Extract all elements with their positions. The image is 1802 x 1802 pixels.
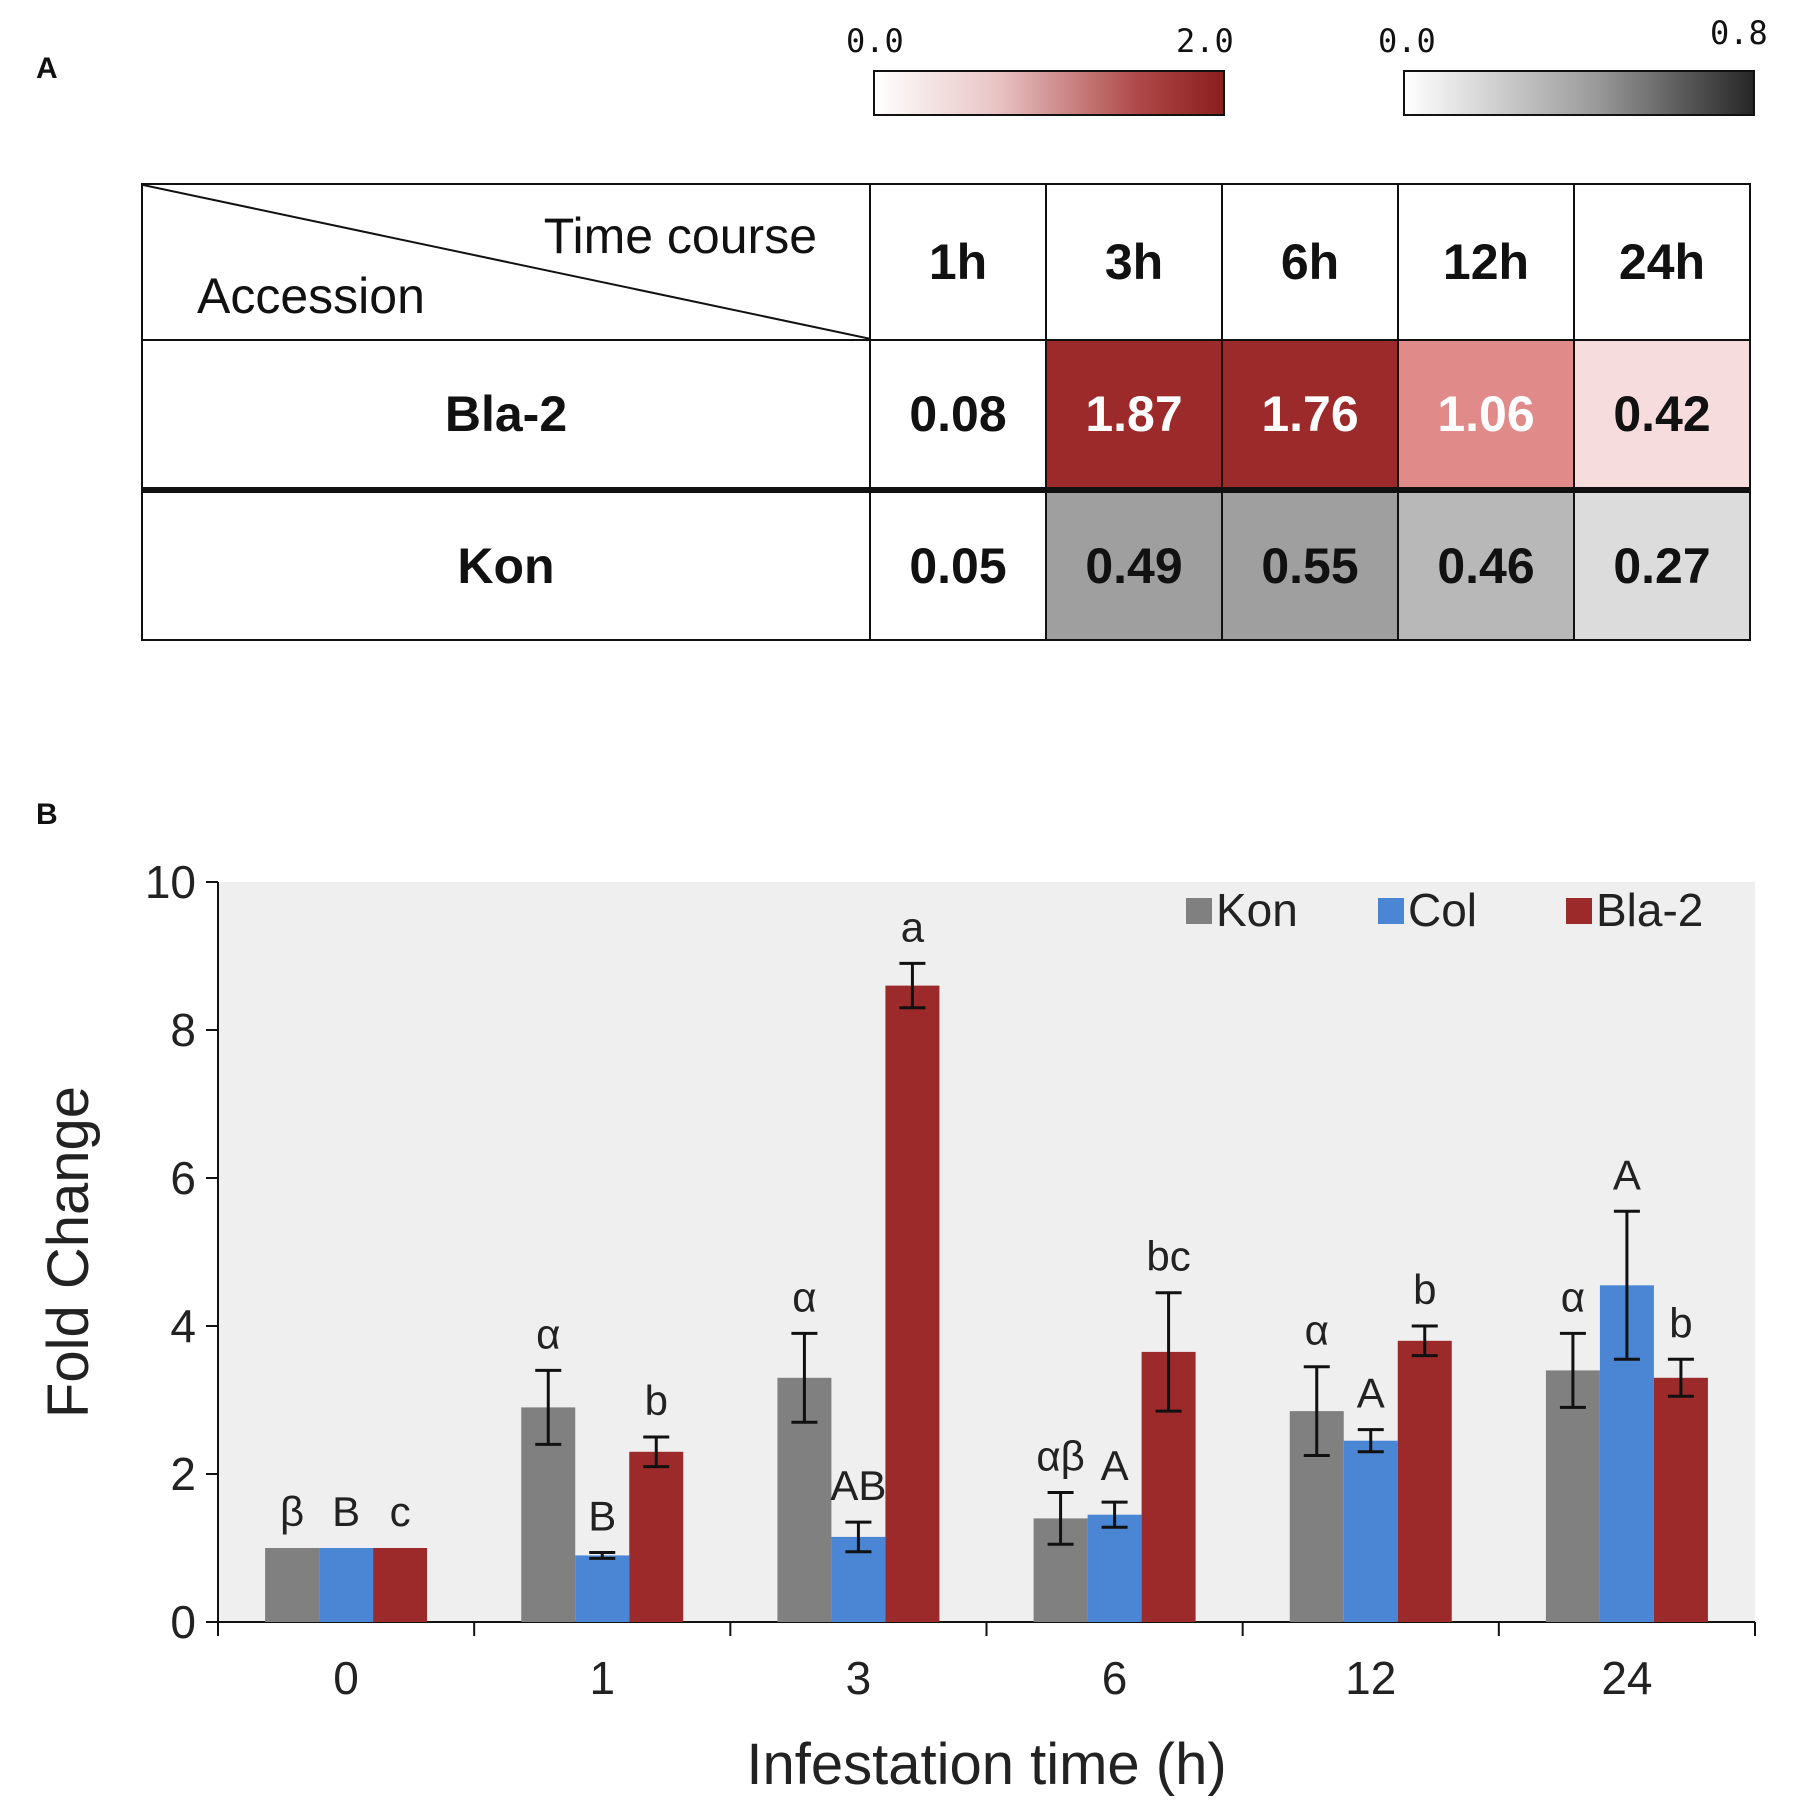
x-tick-label: 12 (1345, 1652, 1396, 1704)
bar-bla-2 (629, 1451, 684, 1622)
time-header-cell: 6h (1221, 183, 1399, 341)
red-colorbar-max-label: 2.0 (1176, 22, 1234, 60)
panel-b-label: B (36, 798, 58, 831)
time-header-cell: 24h (1573, 183, 1751, 341)
heatmap-value-cell: 0.46 (1397, 487, 1575, 641)
y-tick-label: 4 (170, 1300, 196, 1352)
heatmap-table: Time course Accession 1h 3h 6h 12h 24h B… (141, 183, 1751, 641)
significance-letter: AB (830, 1462, 886, 1509)
significance-letter: A (1613, 1151, 1641, 1198)
y-tick-label: 2 (170, 1448, 196, 1500)
heatmap-value-cell: 1.76 (1221, 339, 1399, 491)
significance-letter: b (1413, 1266, 1436, 1313)
bar-col (319, 1548, 374, 1622)
red-colorbar-min-label: 0.0 (846, 22, 904, 60)
heatmap-corner-cell: Time course Accession (141, 183, 871, 341)
x-tick-label: 6 (1102, 1652, 1128, 1704)
x-tick-label: 24 (1601, 1652, 1652, 1704)
significance-letter: B (588, 1492, 616, 1539)
y-tick-label: 10 (145, 856, 196, 908)
significance-letter: αβ (1036, 1433, 1084, 1480)
x-tick-label: 1 (589, 1652, 615, 1704)
time-header-cell: 1h (869, 183, 1047, 341)
bar-kon (1545, 1370, 1600, 1622)
accession-name-cell: Kon (141, 487, 871, 641)
accession-name-cell: Bla-2 (141, 339, 871, 491)
y-axis-title: Fold Change (36, 1086, 101, 1418)
significance-letter: β (280, 1488, 304, 1535)
bar-col (575, 1555, 630, 1622)
panel-a-label: A (36, 52, 58, 85)
legend-swatch-kon (1186, 898, 1212, 924)
heatmap-header-row: Time course Accession 1h 3h 6h 12h 24h (141, 183, 1751, 341)
bar-bla-2 (885, 985, 940, 1622)
significance-letter: B (332, 1488, 360, 1535)
significance-letter: c (390, 1488, 411, 1535)
bar-bla-2 (1397, 1340, 1452, 1622)
bar-bla-2 (373, 1548, 428, 1622)
legend-label: Kon (1216, 884, 1298, 936)
bar-bla-2 (1653, 1377, 1708, 1622)
heatmap-value-cell: 0.55 (1221, 487, 1399, 641)
x-axis-title: Infestation time (h) (746, 1732, 1226, 1797)
significance-letter: α (792, 1273, 816, 1320)
bar-col (1087, 1514, 1142, 1622)
y-tick-label: 0 (170, 1596, 196, 1648)
x-tick-label: 3 (846, 1652, 872, 1704)
heatmap-value-cell: 1.87 (1045, 339, 1223, 491)
significance-letter: bc (1146, 1233, 1190, 1280)
gray-colorbar-min-label: 0.0 (1378, 22, 1436, 60)
legend-swatch-bla-2 (1566, 898, 1592, 924)
significance-letter: α (1305, 1307, 1329, 1354)
accession-heading: Accession (197, 268, 425, 324)
legend-label: Col (1408, 884, 1477, 936)
legend-label: Bla-2 (1596, 884, 1703, 936)
gray-colorbar (1403, 70, 1755, 116)
heatmap-value-cell: 1.06 (1397, 339, 1575, 491)
bar-kon (265, 1548, 320, 1622)
significance-letter: b (645, 1377, 668, 1424)
significance-letter: A (1357, 1370, 1385, 1417)
corner-diagonal-line (143, 185, 871, 339)
time-course-heading: Time course (543, 208, 817, 264)
legend-swatch-col (1378, 898, 1404, 924)
heatmap-row-bla-2: Bla-2 0.08 1.87 1.76 1.06 0.42 (141, 339, 1751, 491)
heatmap-row-kon: Kon 0.05 0.49 0.55 0.46 0.27 (141, 487, 1751, 641)
y-tick-label: 6 (170, 1152, 196, 1204)
significance-letter: A (1101, 1442, 1129, 1489)
significance-letter: b (1669, 1299, 1692, 1346)
heatmap-value-cell: 0.42 (1573, 339, 1751, 491)
red-colorbar (873, 70, 1225, 116)
heatmap-value-cell: 0.05 (869, 487, 1047, 641)
gray-colorbar-max-label: 0.8 (1710, 14, 1768, 52)
time-header-cell: 12h (1397, 183, 1575, 341)
heatmap-value-cell: 0.27 (1573, 487, 1751, 641)
heatmap-value-cell: 0.49 (1045, 487, 1223, 641)
significance-letter: α (1561, 1273, 1585, 1320)
significance-letter: a (901, 903, 925, 950)
heatmap-value-cell: 0.08 (869, 339, 1047, 491)
x-tick-label: 0 (333, 1652, 359, 1704)
significance-letter: α (536, 1310, 560, 1357)
time-header-cell: 3h (1045, 183, 1223, 341)
bar-col (1343, 1440, 1398, 1622)
plot-background (218, 882, 1755, 1622)
y-tick-label: 8 (170, 1004, 196, 1056)
